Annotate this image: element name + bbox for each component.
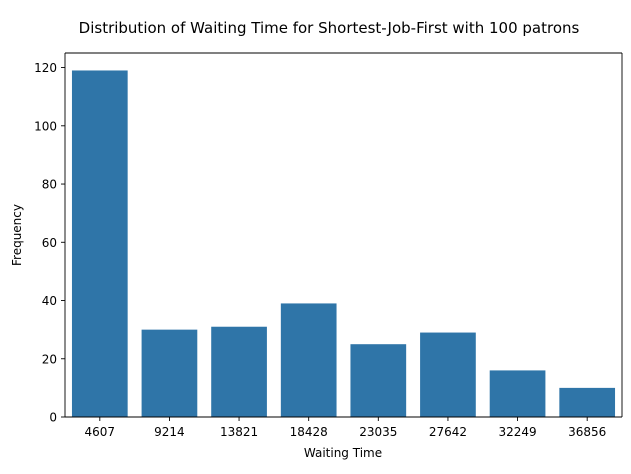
x-tick-label: 23035 [359,425,397,439]
bar-23035 [350,344,407,417]
x-tick-label: 9214 [154,425,185,439]
y-tick-label: 40 [42,294,57,308]
y-tick-label: 120 [34,61,57,75]
y-tick-label: 100 [34,119,57,133]
x-tick-label: 36856 [568,425,606,439]
bar-27642 [420,332,476,417]
bar-9214 [141,329,198,417]
x-tick-label: 32249 [498,425,536,439]
bar-4607 [71,70,128,417]
chart-title: Distribution of Waiting Time for Shortes… [79,19,580,37]
y-tick-label: 20 [42,352,57,366]
bar-36856 [559,387,616,417]
x-tick-label: 4607 [85,425,116,439]
bar-18428 [280,303,337,417]
x-tick-label: 13821 [220,425,258,439]
x-axis-label: Waiting Time [304,446,382,460]
plot-area: 0 20 40 60 80 100 120 4607 9214 13821 18428 23035 27… [34,52,623,439]
bar-32249 [489,370,546,417]
x-tick-label: 27642 [429,425,467,439]
y-tick-label: 60 [42,236,57,250]
bar-13821 [211,326,267,417]
y-axis-label: Frequency [10,204,24,266]
y-tick-label: 0 [49,411,57,425]
y-tick-label: 80 [42,178,57,192]
x-tick-label: 18428 [290,425,328,439]
